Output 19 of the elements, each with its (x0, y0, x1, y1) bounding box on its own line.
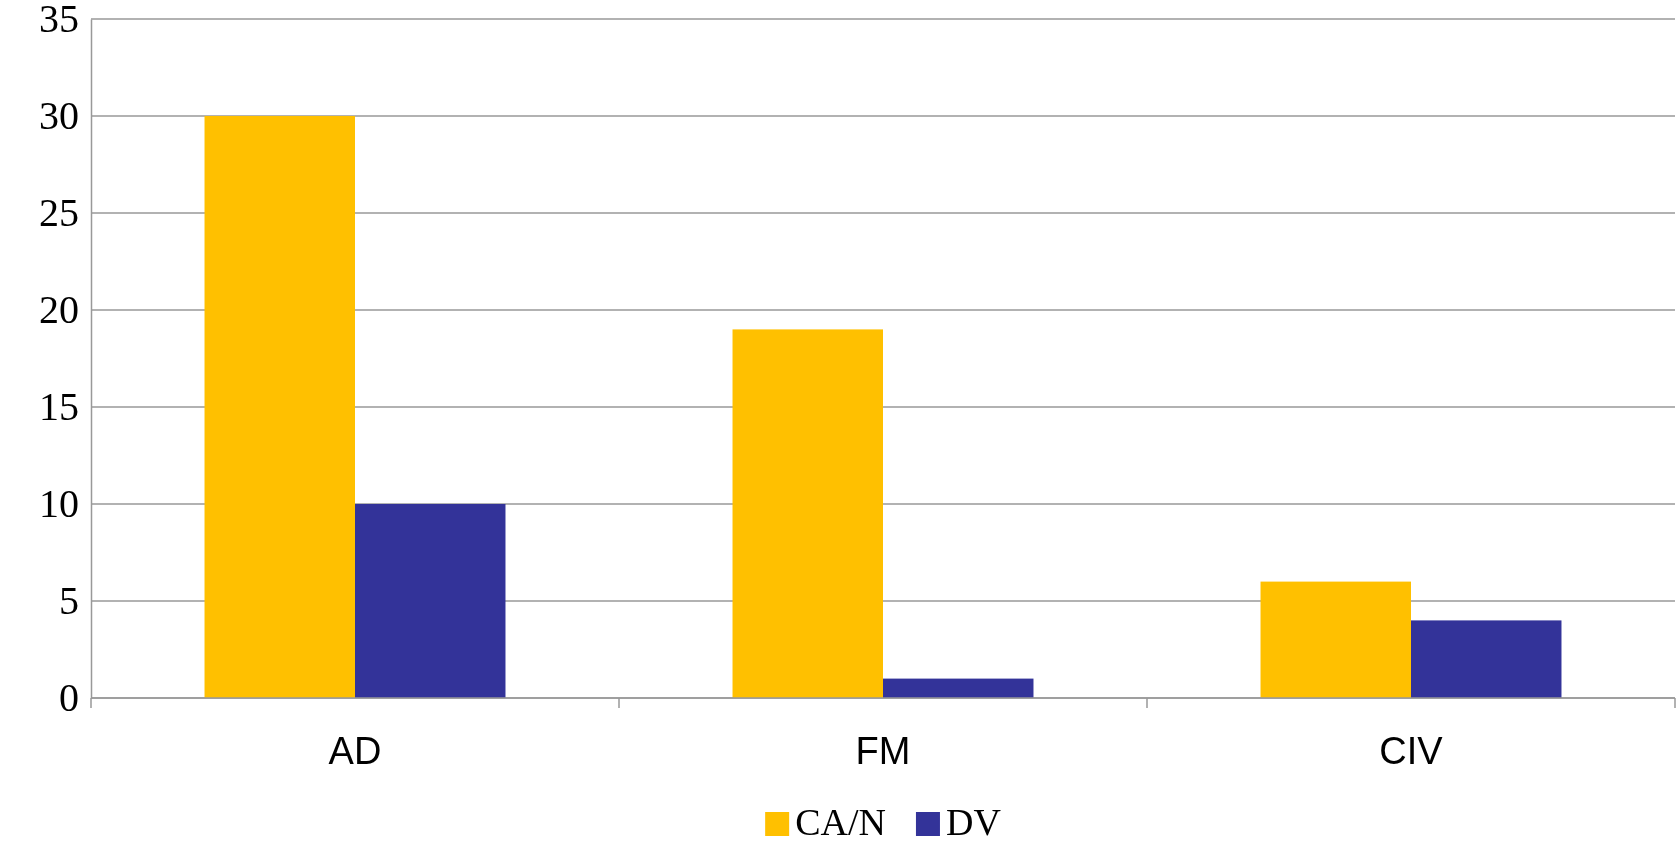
bar (732, 329, 883, 698)
x-tick-label: AD (328, 730, 382, 772)
bar (204, 116, 355, 698)
y-tick-label: 20 (39, 287, 79, 333)
bar (883, 678, 1034, 698)
bar (355, 504, 506, 698)
y-tick-label: 15 (39, 384, 79, 430)
y-tick-label: 10 (39, 481, 79, 527)
y-tick-label: 35 (39, 0, 79, 42)
y-tick-label: 25 (39, 190, 79, 236)
legend-label: CA/N (795, 801, 886, 843)
x-tick-label: CIV (1379, 730, 1444, 772)
bar (1411, 620, 1562, 698)
y-tick-label: 0 (59, 675, 79, 721)
legend-label: DV (945, 801, 1002, 843)
y-tick-label: 5 (59, 578, 79, 624)
bar (1260, 581, 1411, 698)
y-tick-label: 30 (39, 93, 79, 139)
x-tick-label: FM (855, 730, 911, 772)
